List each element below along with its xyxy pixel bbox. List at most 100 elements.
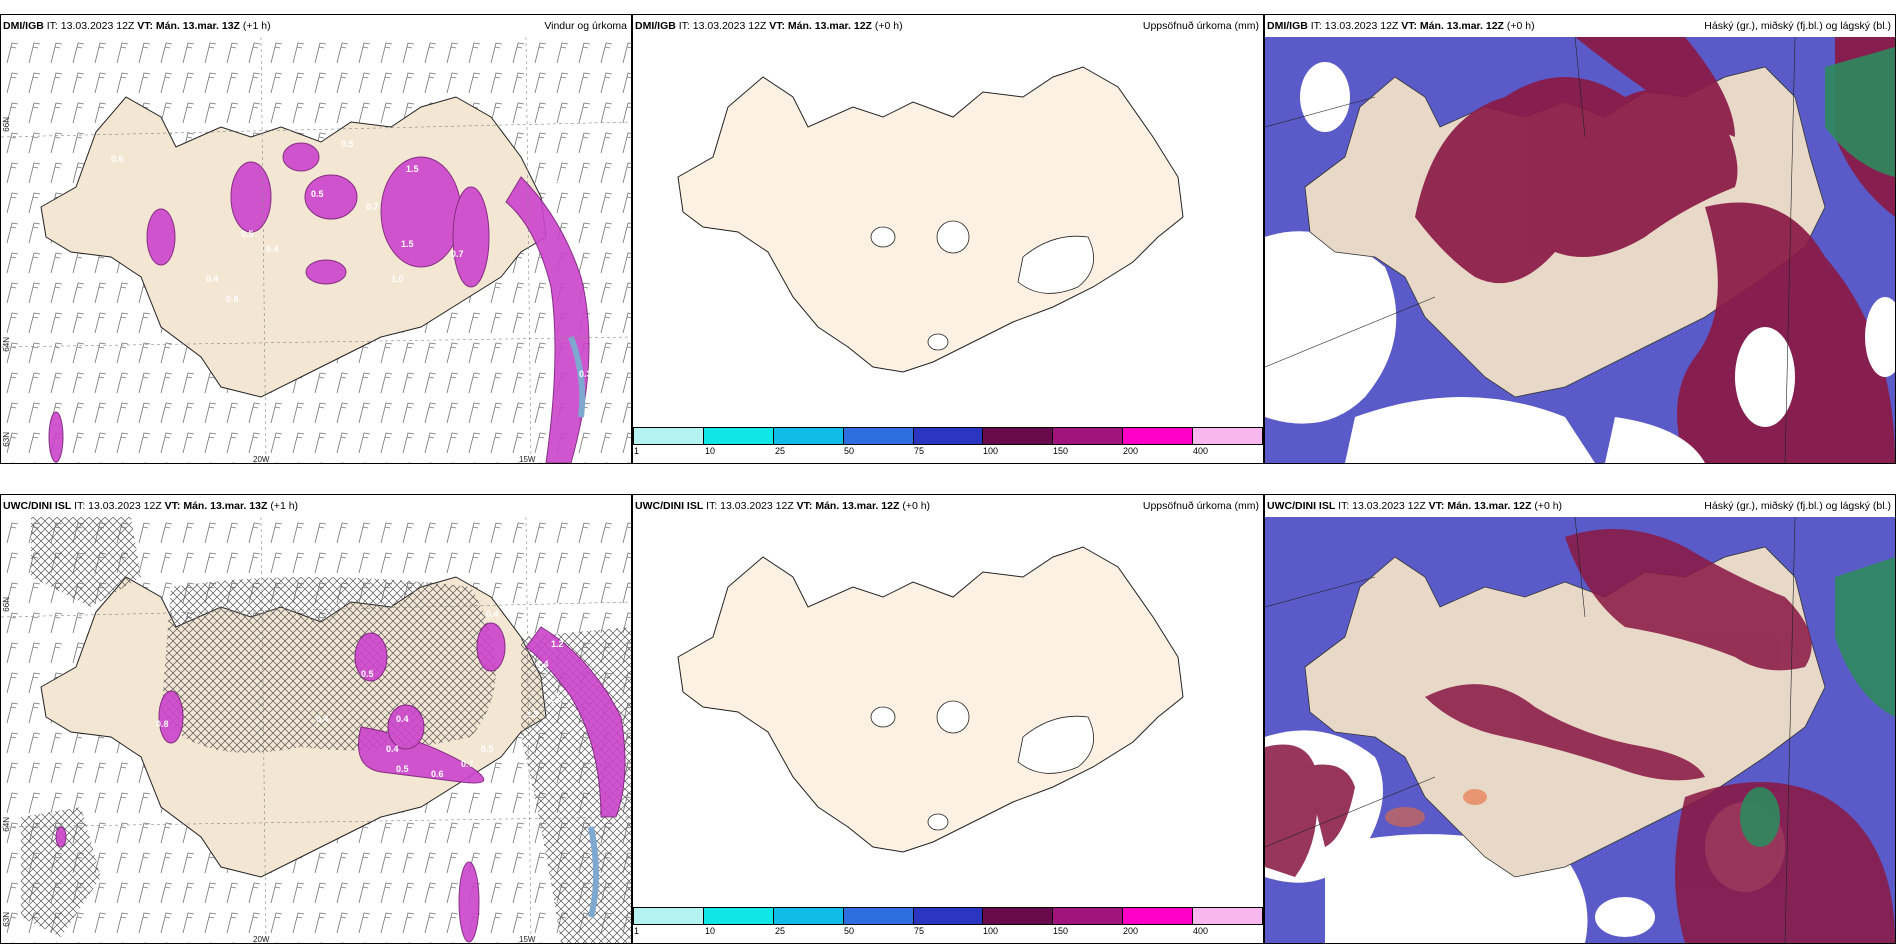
precip-label: 0.7 bbox=[451, 249, 464, 259]
precip-label: 0.5 bbox=[481, 744, 494, 754]
precip-label: 0.5 bbox=[241, 229, 254, 239]
precip-label: 0.4 bbox=[396, 714, 409, 724]
model-name: DMI/IGB bbox=[635, 20, 676, 32]
graticule bbox=[1265, 37, 1796, 463]
precip-label: 1.5 bbox=[401, 239, 414, 249]
colorbar-cell bbox=[913, 908, 984, 924]
graticule bbox=[1265, 517, 1796, 943]
colorbar-label: 25 bbox=[775, 446, 786, 456]
mid-cloud-areas bbox=[1415, 37, 1895, 463]
precip-label: 1.3 bbox=[549, 694, 562, 704]
lon-label: 20W bbox=[253, 455, 270, 463]
precip-label: 0.3 bbox=[579, 369, 592, 379]
precip-label: 0.4 bbox=[266, 244, 279, 254]
colorbar-cell bbox=[983, 908, 1054, 924]
colorbar-cell bbox=[1053, 908, 1124, 924]
colorbar-cell bbox=[773, 428, 844, 444]
valid-time: VT: Mán. 13.mar. 13Z bbox=[137, 20, 240, 32]
colorbar-labels: 1 10 25 50 75 100 150 200 400 bbox=[633, 926, 1263, 938]
map-wind-precip: 0.4 0.8 0.5 0.4 0.4 0.5 0.6 0.7 0.5 0.4 … bbox=[1, 517, 631, 943]
panel-header: DMI/IGB IT: 13.03.2023 12Z VT: Mán. 13.m… bbox=[633, 15, 1263, 37]
precip-label: 0.4 bbox=[486, 609, 499, 619]
precip-label: 0.5 bbox=[361, 669, 374, 679]
colorbar-label: 50 bbox=[844, 446, 855, 456]
colorbar-label: 1 bbox=[634, 926, 640, 936]
model-name: UWC/DINI ISL bbox=[635, 500, 704, 512]
precip-label: 0.5 bbox=[341, 139, 354, 149]
valid-time: VT: Mán. 13.mar. 13Z bbox=[164, 500, 268, 512]
panel-title: Háský (gr.), miðský (fj.bl.) og lágský (… bbox=[1704, 500, 1891, 512]
panel-title: Uppsöfnuð úrkoma (mm) bbox=[1142, 20, 1259, 32]
colorbar-label: 10 bbox=[705, 926, 716, 936]
init-time: IT: 13.03.2023 12Z bbox=[1310, 20, 1399, 32]
precip-value-labels: 0.6 0.5 0.5 0.4 1.5 0.7 1.5 1.0 0.7 0.8 … bbox=[111, 139, 592, 379]
panel-header: UWC/DINI ISL IT: 13.03.2023 12Z VT: Mán.… bbox=[633, 495, 1263, 517]
lead-time: (+0 h) bbox=[874, 20, 903, 32]
lon-label: 15W bbox=[519, 455, 536, 463]
map-svg bbox=[677, 66, 1184, 373]
lat-label: 63N bbox=[2, 432, 11, 447]
clear-areas bbox=[1300, 62, 1895, 463]
colorbar-label: 100 bbox=[983, 926, 999, 936]
lead-time: (+1 h) bbox=[242, 20, 271, 32]
precip-label: 1.4 bbox=[536, 659, 549, 669]
precip-label: 0.5 bbox=[396, 764, 409, 774]
model-name: UWC/DINI ISL bbox=[3, 500, 72, 512]
panel-accum-precip-dmi: DMI/IGB IT: 13.03.2023 12Z VT: Mán. 13.m… bbox=[632, 14, 1264, 464]
init-time: IT: 13.03.2023 12Z bbox=[74, 500, 162, 512]
valid-time: VT: Mán. 13.mar. 12Z bbox=[1401, 20, 1504, 32]
colorbar-label: 25 bbox=[775, 926, 786, 936]
colorbar-cell bbox=[773, 908, 844, 924]
mid-cloud-areas bbox=[1265, 529, 1895, 943]
precip-label: 0.7 bbox=[461, 759, 474, 769]
colorbar-cell bbox=[1123, 908, 1194, 924]
iceland-landmass bbox=[677, 66, 1184, 373]
colorbar-cells bbox=[633, 907, 1263, 925]
panel-header: UWC/DINI ISL IT: 13.03.2023 12Z VT: Mán.… bbox=[1, 495, 631, 517]
lon-label: 15W bbox=[519, 935, 536, 943]
panel-title: Vindur og úrkoma bbox=[544, 20, 627, 32]
lead-time: (+0 h) bbox=[902, 500, 931, 512]
precip-colorbar: 1 10 25 50 75 100 150 200 400 bbox=[633, 907, 1263, 941]
colorbar-cell bbox=[913, 428, 984, 444]
model-name: UWC/DINI ISL bbox=[1267, 500, 1336, 512]
map-clouds bbox=[1265, 37, 1895, 463]
colorbar-label: 150 bbox=[1053, 926, 1069, 936]
panel-accum-precip-uwc: UWC/DINI ISL IT: 13.03.2023 12Z VT: Mán.… bbox=[632, 494, 1264, 944]
lat-label: 64N bbox=[2, 337, 11, 352]
map-svg: 0.4 0.8 0.5 0.4 0.4 0.5 0.6 0.7 0.5 0.4 … bbox=[1, 517, 631, 943]
precip-label: 0.5 bbox=[311, 189, 324, 199]
panel-wind-precip-uwc: UWC/DINI ISL IT: 13.03.2023 12Z VT: Mán.… bbox=[0, 494, 632, 944]
precip-label: 0.4 bbox=[206, 274, 219, 284]
init-time: IT: 13.03.2023 12Z bbox=[678, 20, 767, 32]
colorbar-cell bbox=[1123, 428, 1194, 444]
map-svg bbox=[1265, 37, 1895, 463]
colorbar-label: 100 bbox=[983, 446, 999, 456]
precip-label: 1.2 bbox=[551, 639, 564, 649]
colorbar-cell bbox=[843, 428, 914, 444]
colorbar-label: 200 bbox=[1123, 446, 1139, 456]
panel-clouds-dmi: DMI/IGB IT: 13.03.2023 12Z VT: Mán. 13.m… bbox=[1264, 14, 1896, 464]
lat-label: 63N bbox=[2, 912, 11, 927]
init-time: IT: 13.03.2023 12Z bbox=[1338, 500, 1426, 512]
precip-label: 0.8 bbox=[156, 719, 169, 729]
graticule bbox=[1, 517, 631, 943]
lead-time: (+0 h) bbox=[1534, 500, 1563, 512]
colorbar-label: 150 bbox=[1053, 446, 1069, 456]
graticule bbox=[1, 37, 631, 463]
colorbar-cell bbox=[703, 908, 774, 924]
precip-label: 0.4 bbox=[386, 744, 399, 754]
lon-label: 20W bbox=[253, 935, 270, 943]
glaciers bbox=[870, 220, 1095, 351]
model-name: DMI/IGB bbox=[3, 20, 44, 32]
map-clouds bbox=[1265, 517, 1895, 943]
colorbar-label: 1 bbox=[634, 446, 640, 456]
colorbar-label: 200 bbox=[1123, 926, 1139, 936]
model-name: DMI/IGB bbox=[1267, 20, 1308, 32]
precip-label: 1.9 bbox=[526, 709, 539, 719]
valid-time: VT: Mán. 13.mar. 12Z bbox=[796, 500, 900, 512]
precip-label: 1.5 bbox=[406, 164, 419, 174]
precip-colorbar: 1 10 25 50 75 100 150 200 400 bbox=[633, 427, 1263, 461]
low-cloud-areas bbox=[1825, 47, 1895, 177]
init-time: IT: 13.03.2023 12Z bbox=[706, 500, 794, 512]
